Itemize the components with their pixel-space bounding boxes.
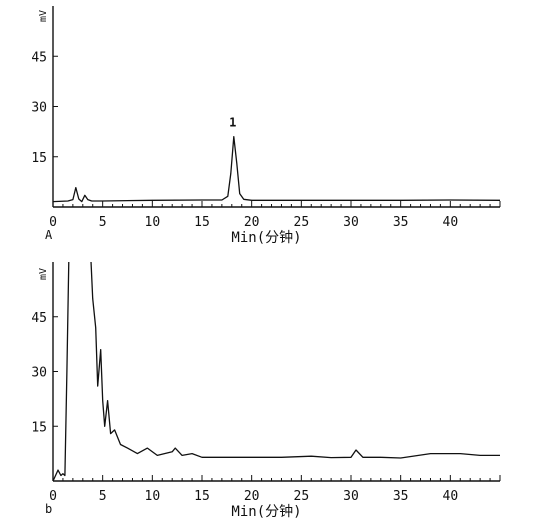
panel-b-y-tick-label: 45 <box>31 311 47 326</box>
panel-a-x-tick-label: 5 <box>99 215 107 230</box>
panel-a-x-tick-label: 25 <box>294 215 310 230</box>
panel-a-y-tick-label: 30 <box>31 101 47 116</box>
panel-a-x-tick-label: 10 <box>145 215 161 230</box>
panel-a-peak-label: 1 <box>229 116 236 130</box>
panel-b-y-tick-label: 30 <box>31 366 47 381</box>
panel-a-x-tick-label: 40 <box>443 215 459 230</box>
panel-a-x-tick-label: 0 <box>49 215 57 230</box>
panel-b-x-tick-label: 15 <box>194 489 210 504</box>
panel-b-x-tick-label: 20 <box>244 489 260 504</box>
panel-a-x-tick-label: 15 <box>194 215 210 230</box>
panel-b-x-tick-label: 25 <box>294 489 310 504</box>
panel-b-chart: 15 30 45 0 5 10 15 20 25 30 35 40 mV Min(分钟) b <box>31 262 501 520</box>
panel-a-y-tick-label: 45 <box>31 50 47 65</box>
panel-a-y-tick-label: 15 <box>31 151 47 166</box>
panel-b-x-tick-label: 30 <box>343 489 359 504</box>
panel-b-trace <box>53 262 500 481</box>
panel-b-y-axis-label: mV <box>38 268 49 280</box>
panel-b-y-tick-label: 15 <box>31 420 47 435</box>
panel-b-letter: b <box>45 502 52 516</box>
panel-a-x-tick-label: 20 <box>244 215 260 230</box>
panel-a-letter: A <box>45 228 53 242</box>
panel-b-x-tick-label: 10 <box>145 489 161 504</box>
panel-a-y-axis-label: mV <box>38 10 49 22</box>
panel-b-x-tick-label: 40 <box>443 489 459 504</box>
panel-a-x-axis-label: Min(分钟) <box>231 229 301 246</box>
panel-a-x-tick-label: 30 <box>343 215 359 230</box>
panel-a-x-tick-label: 35 <box>393 215 409 230</box>
panel-b-x-axis-label: Min(分钟) <box>231 503 301 520</box>
panel-b-x-tick-label: 5 <box>99 489 107 504</box>
panel-b-x-tick-label: 0 <box>49 489 57 504</box>
panel-a-chart: 15 30 45 0 5 10 15 20 25 30 35 40 mV Min(分钟) A 1 <box>31 6 501 246</box>
panel-b-x-tick-label: 35 <box>393 489 409 504</box>
panel-a-trace <box>53 136 500 203</box>
